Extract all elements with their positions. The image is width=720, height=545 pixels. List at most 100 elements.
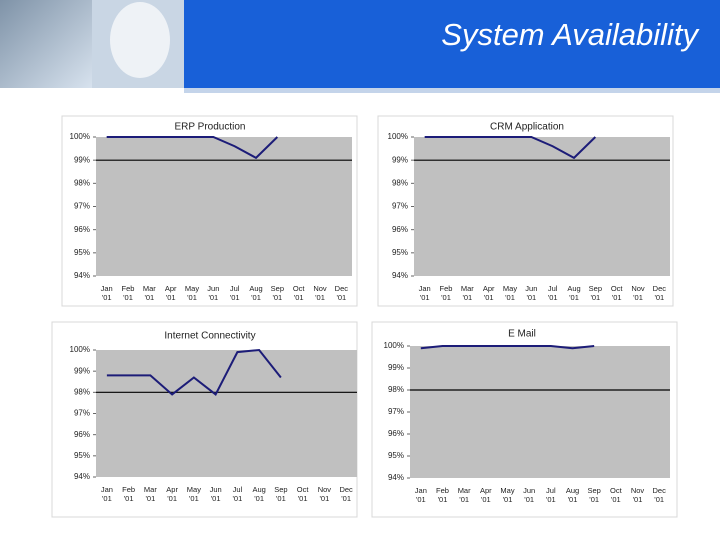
y-tick-label: 99% xyxy=(74,366,90,375)
x-tick-label-box: Feb '01 xyxy=(439,284,453,302)
x-tick-label-box: Sep '01 xyxy=(588,284,602,302)
y-tick-label: 96% xyxy=(74,225,90,234)
x-tick-label: Jul '01 xyxy=(229,284,240,302)
chart-title: CRM Application xyxy=(490,122,564,133)
x-tick-label-box: Sep '01 xyxy=(270,284,284,302)
series-line xyxy=(106,136,279,160)
x-tick-label: Mar '01 xyxy=(142,284,156,302)
chart-title: E Mail xyxy=(508,329,536,340)
y-tick-label: 99% xyxy=(388,363,404,372)
x-tick-label: Mar '01 xyxy=(457,486,471,504)
x-tick-label-box: Apr '01 xyxy=(166,485,178,503)
x-tick-label: Apr '01 xyxy=(164,284,177,302)
x-tick-label-box: Nov '01 xyxy=(631,284,644,302)
x-tick-label-box: Mar '01 xyxy=(460,284,474,302)
x-tick-label-box: Apr '01 xyxy=(480,486,492,504)
y-tick-label: 95% xyxy=(74,451,90,460)
x-tick-label: Dec '01 xyxy=(334,284,348,302)
x-tick-label: Jul '01 xyxy=(545,486,556,504)
x-tick-label-box: Sep '01 xyxy=(587,486,600,504)
x-tick-label-box: Jan '01 xyxy=(100,485,113,503)
x-tick-label-box: Jun '01 xyxy=(207,284,220,302)
x-tick-label-box: Mar '01 xyxy=(457,486,471,504)
x-tick-label: Aug '01 xyxy=(252,485,266,503)
plot-area xyxy=(96,350,357,477)
x-tick-label: Aug '01 xyxy=(567,284,581,302)
x-tick-label: Jan '01 xyxy=(414,486,427,504)
y-tick-label: 99% xyxy=(392,155,408,164)
x-tick-label: Dec '01 xyxy=(652,486,666,504)
y-tick-label: 97% xyxy=(74,202,90,211)
x-tick-label-box: Jun '01 xyxy=(523,486,535,504)
chart-title: Internet Connectivity xyxy=(164,331,255,342)
y-tick-label: 94% xyxy=(74,472,90,481)
x-tick-label: May '01 xyxy=(184,284,200,302)
x-tick-label: Jun '01 xyxy=(207,284,220,302)
x-tick-label-box: Nov '01 xyxy=(631,486,644,504)
x-tick-label-box: Aug '01 xyxy=(252,485,266,503)
x-tick-label: Oct '01 xyxy=(296,485,309,503)
y-tick-label: 99% xyxy=(74,155,90,164)
plot-area xyxy=(96,137,352,276)
x-tick-label: Mar '01 xyxy=(143,485,157,503)
x-tick-label: Jun '01 xyxy=(525,284,538,302)
x-tick-label-box: Mar '01 xyxy=(143,485,157,503)
x-tick-label: May '01 xyxy=(500,486,515,504)
x-tick-label: Sep '01 xyxy=(270,284,284,302)
y-tick-label: 98% xyxy=(392,178,408,187)
x-tick-label-box: Aug '01 xyxy=(249,284,263,302)
series-line xyxy=(424,136,597,160)
x-tick-label-box: Dec '01 xyxy=(653,284,666,302)
x-tick-label: Jan '01 xyxy=(100,485,113,503)
x-tick-label: Jul '01 xyxy=(232,485,243,503)
y-tick-label: 98% xyxy=(74,178,90,187)
x-tick-label-box: Dec '01 xyxy=(334,284,348,302)
x-tick-label: Sep '01 xyxy=(588,284,602,302)
x-tick-label-box: Oct '01 xyxy=(296,485,309,503)
x-tick-label-box: Oct '01 xyxy=(293,284,305,302)
x-tick-label-box: Dec '01 xyxy=(339,485,353,503)
x-tick-label-box: Aug '01 xyxy=(567,284,581,302)
x-tick-label-box: Dec '01 xyxy=(652,486,666,504)
x-tick-label: Apr '01 xyxy=(482,284,495,302)
x-tick-label: Dec '01 xyxy=(339,485,353,503)
x-tick-label-box: Jul '01 xyxy=(232,485,243,503)
plot-area xyxy=(410,346,670,478)
x-tick-label: Aug '01 xyxy=(249,284,263,302)
x-tick-label-box: May '01 xyxy=(503,284,517,302)
x-tick-label: Mar '01 xyxy=(460,284,474,302)
y-tick-label: 97% xyxy=(392,202,408,211)
x-tick-label: Nov '01 xyxy=(313,284,327,302)
y-tick-label: 94% xyxy=(74,271,90,280)
x-tick-label: Sep '01 xyxy=(274,485,288,503)
y-tick-label: 96% xyxy=(388,429,404,438)
x-tick-label-box: Jul '01 xyxy=(229,284,240,302)
slide-title: System Availability xyxy=(441,17,700,52)
x-tick-label-box: Feb '01 xyxy=(436,486,449,504)
x-tick-label: Oct '01 xyxy=(609,486,622,504)
y-tick-label: 100% xyxy=(70,345,90,354)
x-tick-label-box: Aug '01 xyxy=(566,486,579,504)
x-tick-label-box: Nov '01 xyxy=(318,485,331,503)
x-tick-label-box: Jun '01 xyxy=(210,485,222,503)
x-tick-label-box: Jul '01 xyxy=(548,284,558,302)
x-tick-label-box: Feb '01 xyxy=(122,485,135,503)
x-tick-label-box: Apr '01 xyxy=(164,284,177,302)
y-tick-label: 97% xyxy=(74,409,90,418)
x-tick-label-box: Jan '01 xyxy=(419,284,431,302)
x-tick-label-box: May '01 xyxy=(500,486,515,504)
y-tick-label: 98% xyxy=(388,385,404,394)
x-tick-label-box: Nov '01 xyxy=(313,284,327,302)
x-tick-label: Feb '01 xyxy=(436,486,449,504)
x-tick-label: Feb '01 xyxy=(439,284,453,302)
y-tick-label: 95% xyxy=(392,248,408,257)
banner-shadow xyxy=(184,88,720,93)
y-tick-label: 100% xyxy=(388,132,408,141)
x-tick-label-box: Feb '01 xyxy=(122,284,135,302)
series-line xyxy=(420,345,595,350)
x-tick-label: Apr '01 xyxy=(166,485,178,503)
x-tick-label-box: Oct '01 xyxy=(611,284,623,302)
y-tick-label: 100% xyxy=(70,132,90,141)
